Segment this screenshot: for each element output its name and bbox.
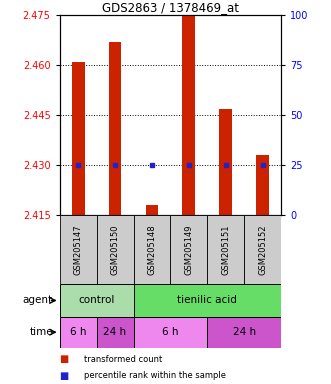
Text: time: time — [29, 327, 53, 337]
Bar — [97, 317, 133, 348]
Text: 24 h: 24 h — [104, 327, 126, 337]
Bar — [133, 284, 281, 317]
Text: ■: ■ — [60, 354, 69, 364]
Bar — [208, 317, 281, 348]
Text: GSM205151: GSM205151 — [221, 224, 230, 275]
Text: 24 h: 24 h — [233, 327, 256, 337]
Bar — [257, 155, 269, 215]
Bar — [60, 215, 97, 284]
Text: GSM205148: GSM205148 — [148, 224, 157, 275]
Bar — [182, 15, 195, 215]
Bar — [219, 109, 232, 215]
Bar — [208, 215, 244, 284]
Text: agent: agent — [23, 295, 53, 306]
Bar — [97, 215, 133, 284]
Text: GSM205147: GSM205147 — [73, 224, 82, 275]
Text: control: control — [78, 295, 115, 306]
Bar — [60, 284, 133, 317]
Text: ■: ■ — [60, 371, 69, 381]
Title: GDS2863 / 1378469_at: GDS2863 / 1378469_at — [102, 1, 239, 14]
Bar — [133, 215, 170, 284]
Bar — [170, 215, 208, 284]
Bar — [146, 205, 159, 215]
Text: 6 h: 6 h — [70, 327, 86, 337]
Text: GSM205149: GSM205149 — [184, 224, 193, 275]
Text: tienilic acid: tienilic acid — [177, 295, 237, 306]
Text: 6 h: 6 h — [162, 327, 179, 337]
Text: GSM205152: GSM205152 — [259, 224, 267, 275]
Bar — [71, 62, 84, 215]
Text: percentile rank within the sample: percentile rank within the sample — [84, 371, 226, 380]
Text: transformed count: transformed count — [84, 354, 163, 364]
Bar — [109, 42, 121, 215]
Bar — [60, 317, 97, 348]
Bar — [133, 317, 208, 348]
Bar — [244, 215, 281, 284]
Text: GSM205150: GSM205150 — [111, 224, 119, 275]
